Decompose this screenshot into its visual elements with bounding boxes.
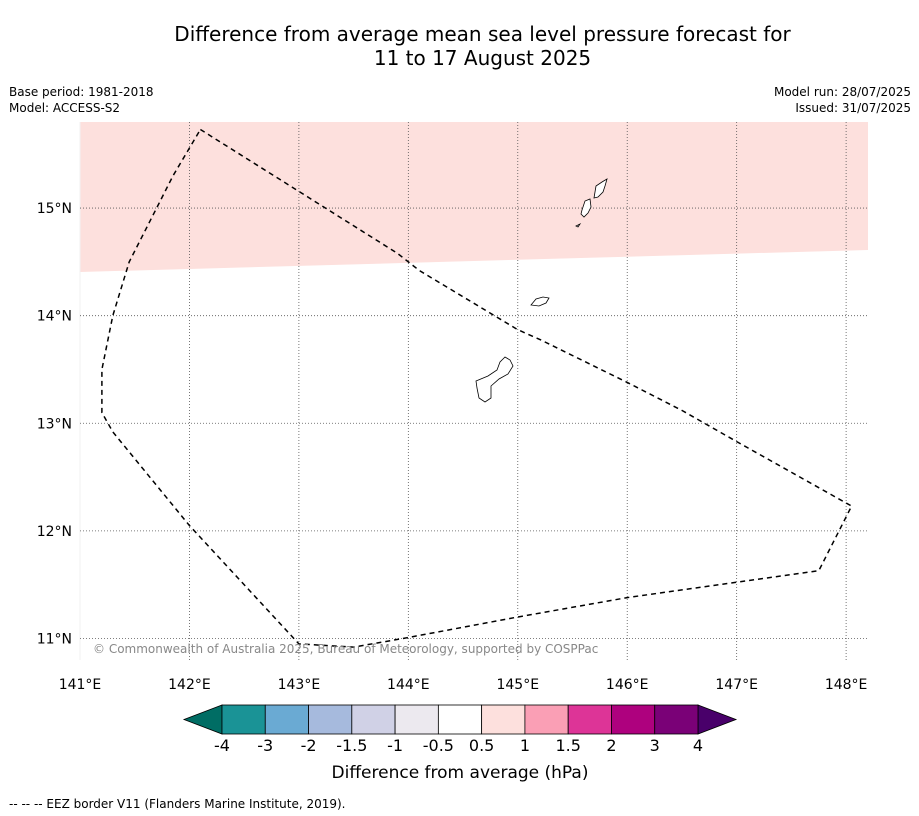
colorbar-over-arrow (697, 704, 738, 735)
meta-left: Base period: 1981-2018 Model: ACCESS-S2 (9, 84, 154, 116)
lon-label-146: 146°E (606, 677, 649, 693)
colorbar-swatch-5 (437, 704, 483, 735)
lon-label-144: 144°E (387, 677, 430, 693)
colorbar-label-2: -2 (301, 736, 317, 755)
eez-border (101, 128, 853, 648)
colorbar-swatch-10 (654, 704, 699, 735)
colorbar-label-4: -1 (387, 736, 403, 755)
tick-labels: 141°E 142°E 143°E 144°E 145°E 146°E 147°E 148°E… (37, 201, 868, 693)
island-guam (475, 356, 514, 403)
colorbar-swatch-2 (308, 704, 353, 735)
colorbar-swatch-4 (394, 704, 439, 735)
island-aguijan (575, 222, 582, 228)
lat-label-15: 15°N (37, 201, 72, 217)
colorbar-label-0: -4 (214, 736, 230, 755)
colorbar-title: Difference from average (hPa) (332, 763, 589, 783)
model-name: Model: ACCESS-S2 (9, 101, 121, 115)
colorbar-label-8: 1.5 (555, 736, 580, 755)
colorbar-label-11: 4 (693, 736, 703, 755)
colorbar-swatch-0 (221, 704, 266, 735)
island-tinian (580, 198, 592, 218)
lat-label-12: 12°N (37, 524, 72, 540)
colorbar-swatch-6 (481, 704, 526, 735)
colorbar-swatch-3 (351, 704, 396, 735)
lon-label-142: 142°E (168, 677, 211, 693)
title-line-1: Difference from average mean sea level p… (174, 22, 791, 46)
colorbar-under-arrow (182, 704, 223, 735)
colorbar: -4 -3 -2 -1.5 -1 -0.5 0.5 1 1.5 2 3 4 (182, 704, 738, 755)
colorbar-label-3: -1.5 (336, 736, 367, 755)
eez-footnote: -- -- -- EEZ border V11 (Flanders Marine… (9, 797, 346, 811)
colorbar-swatch-9 (611, 704, 656, 735)
colorbar-label-9: 2 (606, 736, 616, 755)
colorbar-swatch-7 (524, 704, 569, 735)
colorbar-label-6: 0.5 (469, 736, 494, 755)
meta-right: Model run: 28/07/2025 Issued: 31/07/2025 (774, 84, 911, 116)
issued-date: Issued: 31/07/2025 (795, 101, 911, 115)
lon-label-143: 143°E (278, 677, 321, 693)
model-run: Model run: 28/07/2025 (773, 85, 911, 99)
lon-label-147: 147°E (715, 677, 758, 693)
colorbar-swatch-1 (264, 704, 309, 735)
title-line-2: 11 to 17 August 2025 (373, 46, 592, 70)
lon-label-148: 148°E (825, 677, 868, 693)
island-saipan (593, 178, 608, 199)
island-rota (530, 296, 550, 307)
map-title: Difference from average mean sea level p… (100, 22, 865, 70)
colorbar-label-5: -0.5 (423, 736, 454, 755)
copyright-notice: © Commonwealth of Australia 2025, Bureau… (93, 642, 598, 656)
islands (475, 178, 608, 403)
lat-label-11: 11°N (37, 631, 72, 647)
lon-label-141: 141°E (59, 677, 102, 693)
lat-label-14: 14°N (37, 309, 72, 325)
graticule (80, 122, 868, 660)
lat-label-13: 13°N (37, 416, 72, 432)
lon-label-145: 145°E (496, 677, 539, 693)
colorbar-swatch-8 (567, 704, 612, 735)
pressure-anomaly-region (80, 122, 868, 272)
base-period: Base period: 1981-2018 (9, 85, 154, 99)
map-figure: 141°E 142°E 143°E 144°E 145°E 146°E 147°E 148°E… (37, 122, 868, 783)
colorbar-label-7: 1 (520, 736, 530, 755)
colorbar-label-1: -3 (257, 736, 273, 755)
colorbar-label-10: 3 (650, 736, 660, 755)
